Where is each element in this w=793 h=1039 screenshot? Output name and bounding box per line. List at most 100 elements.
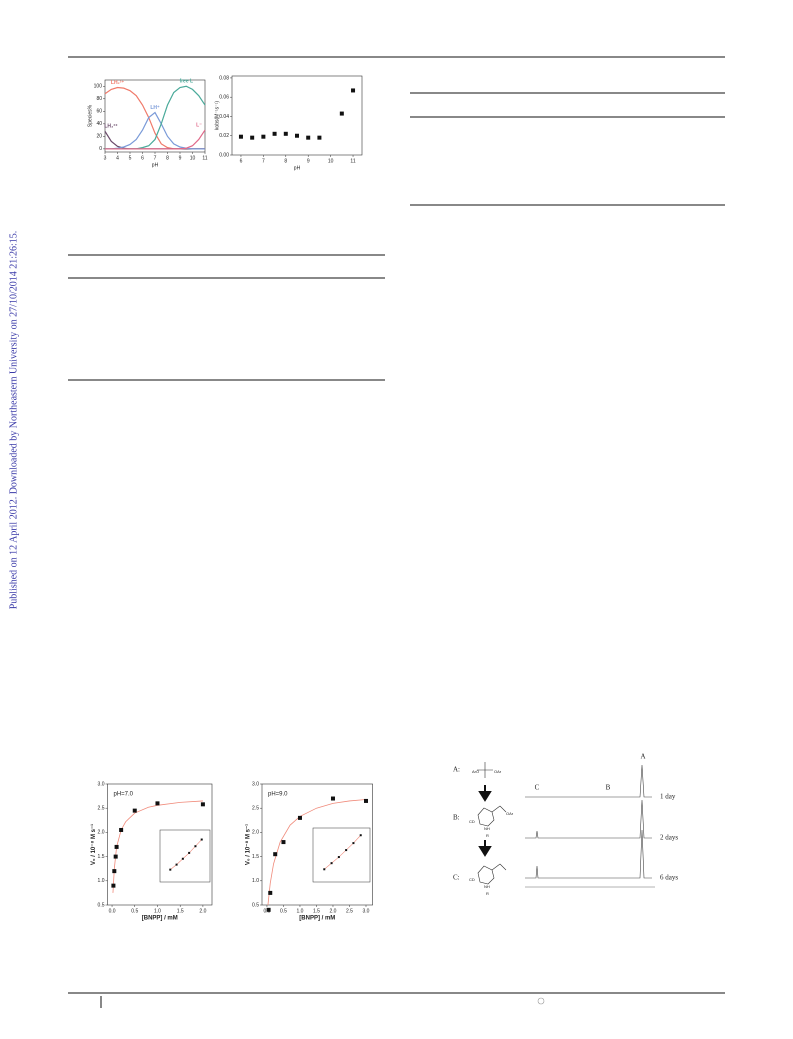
point — [119, 827, 124, 832]
point — [112, 869, 117, 874]
series-line — [105, 129, 206, 150]
plot-frame — [231, 75, 363, 156]
y-tick-label: 2.5 — [98, 806, 105, 812]
point — [238, 134, 243, 139]
inset-point — [345, 849, 348, 852]
molecule — [477, 805, 507, 827]
group: NH — [484, 826, 490, 831]
x-tick-label: 2.0 — [330, 908, 337, 914]
point — [155, 801, 160, 806]
y-tick-label: 40 — [96, 121, 102, 127]
point — [261, 134, 266, 139]
scheme-label: A: — [453, 766, 460, 774]
x-axis-label: [BNPP] / mM — [299, 916, 335, 922]
y-tick-label: 0.00 — [219, 152, 229, 158]
x-tick-label: 3 — [104, 155, 107, 161]
x-tick-label: 7 — [262, 158, 265, 164]
x-tick-label: 5 — [129, 155, 132, 161]
series-label: LH₂²⁺ — [111, 80, 125, 86]
trace-label: 6 days — [660, 874, 678, 882]
group: OAr — [506, 811, 514, 816]
peak-label: C — [535, 784, 540, 792]
inset-point — [169, 868, 172, 871]
y-tick-label: 3.0 — [252, 781, 259, 787]
inset-line — [324, 835, 361, 870]
point — [317, 135, 322, 140]
inset-frame — [312, 827, 371, 883]
inset-point — [359, 834, 362, 837]
inset-line — [170, 839, 202, 870]
x-tick-label: 0.5 — [131, 908, 138, 914]
y-tick-label: 3.0 — [98, 781, 105, 787]
point — [200, 802, 205, 807]
point — [273, 852, 278, 857]
x-tick-label: 9 — [307, 158, 310, 164]
series-label: free L — [179, 79, 193, 85]
y-tick-label: 0.5 — [252, 902, 259, 908]
y-tick-label: 0.04 — [219, 114, 229, 120]
molecule — [477, 863, 507, 885]
scheme-label: C: — [453, 874, 460, 882]
y-tick-label: 1.0 — [252, 878, 259, 884]
inset-point — [175, 863, 178, 866]
x-tick-label: 1.0 — [296, 908, 303, 914]
y-tick-label: 2.5 — [252, 806, 259, 812]
x-tick-label: 2.0 — [199, 908, 206, 914]
y-tick-label: 20 — [96, 134, 102, 140]
group: CD — [469, 877, 475, 882]
y-tick-label: 0.02 — [219, 133, 229, 139]
y-tick-label: 1.5 — [252, 854, 259, 860]
point — [272, 131, 277, 136]
y-tick-label: 2.0 — [252, 830, 259, 836]
spectrum — [525, 764, 652, 798]
x-tick-label: 1.0 — [154, 908, 161, 914]
arrow — [478, 840, 492, 857]
group: NH — [484, 884, 490, 889]
x-tick-label: 0.5 — [280, 908, 287, 914]
x-tick-label: 11 — [350, 158, 355, 164]
inset-frame — [159, 829, 211, 883]
inset-point — [352, 842, 355, 845]
x-tick-label: 7 — [154, 155, 157, 161]
point — [281, 840, 286, 845]
point — [283, 131, 288, 136]
point — [295, 133, 299, 138]
x-tick-label: 10 — [328, 158, 334, 164]
y-axis-label: V₀ / 10⁻⁸ M s⁻¹ — [90, 824, 97, 865]
y-tick-label: 1.0 — [98, 878, 105, 884]
inset-point — [323, 868, 326, 871]
x-tick-label: 1.5 — [177, 908, 184, 914]
x-tick-label: 6 — [141, 155, 144, 161]
y-tick-label: 100 — [94, 84, 103, 90]
point — [266, 907, 271, 912]
point — [268, 890, 273, 895]
point — [113, 854, 118, 859]
point — [339, 111, 344, 116]
x-tick-label: 8 — [166, 155, 169, 161]
y-tick-label: 80 — [96, 96, 102, 102]
footer-icon — [537, 997, 545, 1005]
arrow — [478, 785, 492, 802]
group: OAr — [494, 769, 502, 774]
group: R — [486, 833, 489, 838]
annotation: pH=9.0 — [268, 792, 288, 798]
y-tick-label: 0.08 — [219, 75, 229, 81]
inset-point — [330, 862, 333, 865]
x-axis-label: [BNPP] / mM — [142, 916, 178, 922]
x-tick-label: 0.0 — [109, 908, 116, 914]
margin-note: Published on 12 April 2012. Downloaded b… — [8, 231, 19, 610]
series-label: L⁻ — [196, 122, 202, 128]
molecule — [477, 762, 493, 778]
inset-point — [200, 838, 203, 841]
group: ArO — [472, 769, 479, 774]
x-axis-label: pH — [294, 165, 301, 171]
inset-point — [181, 857, 184, 860]
y-axis-label: V₀ / 10⁻⁸ M s⁻¹ — [245, 824, 252, 865]
y-axis-label: kobs(M⁻¹s⁻¹) — [214, 101, 220, 131]
y-tick-label: 0.06 — [219, 95, 229, 101]
inset-point — [337, 856, 340, 859]
trace-label: 1 day — [660, 793, 676, 801]
y-tick-label: 60 — [96, 109, 102, 115]
y-axis-label: Species% — [87, 104, 93, 127]
